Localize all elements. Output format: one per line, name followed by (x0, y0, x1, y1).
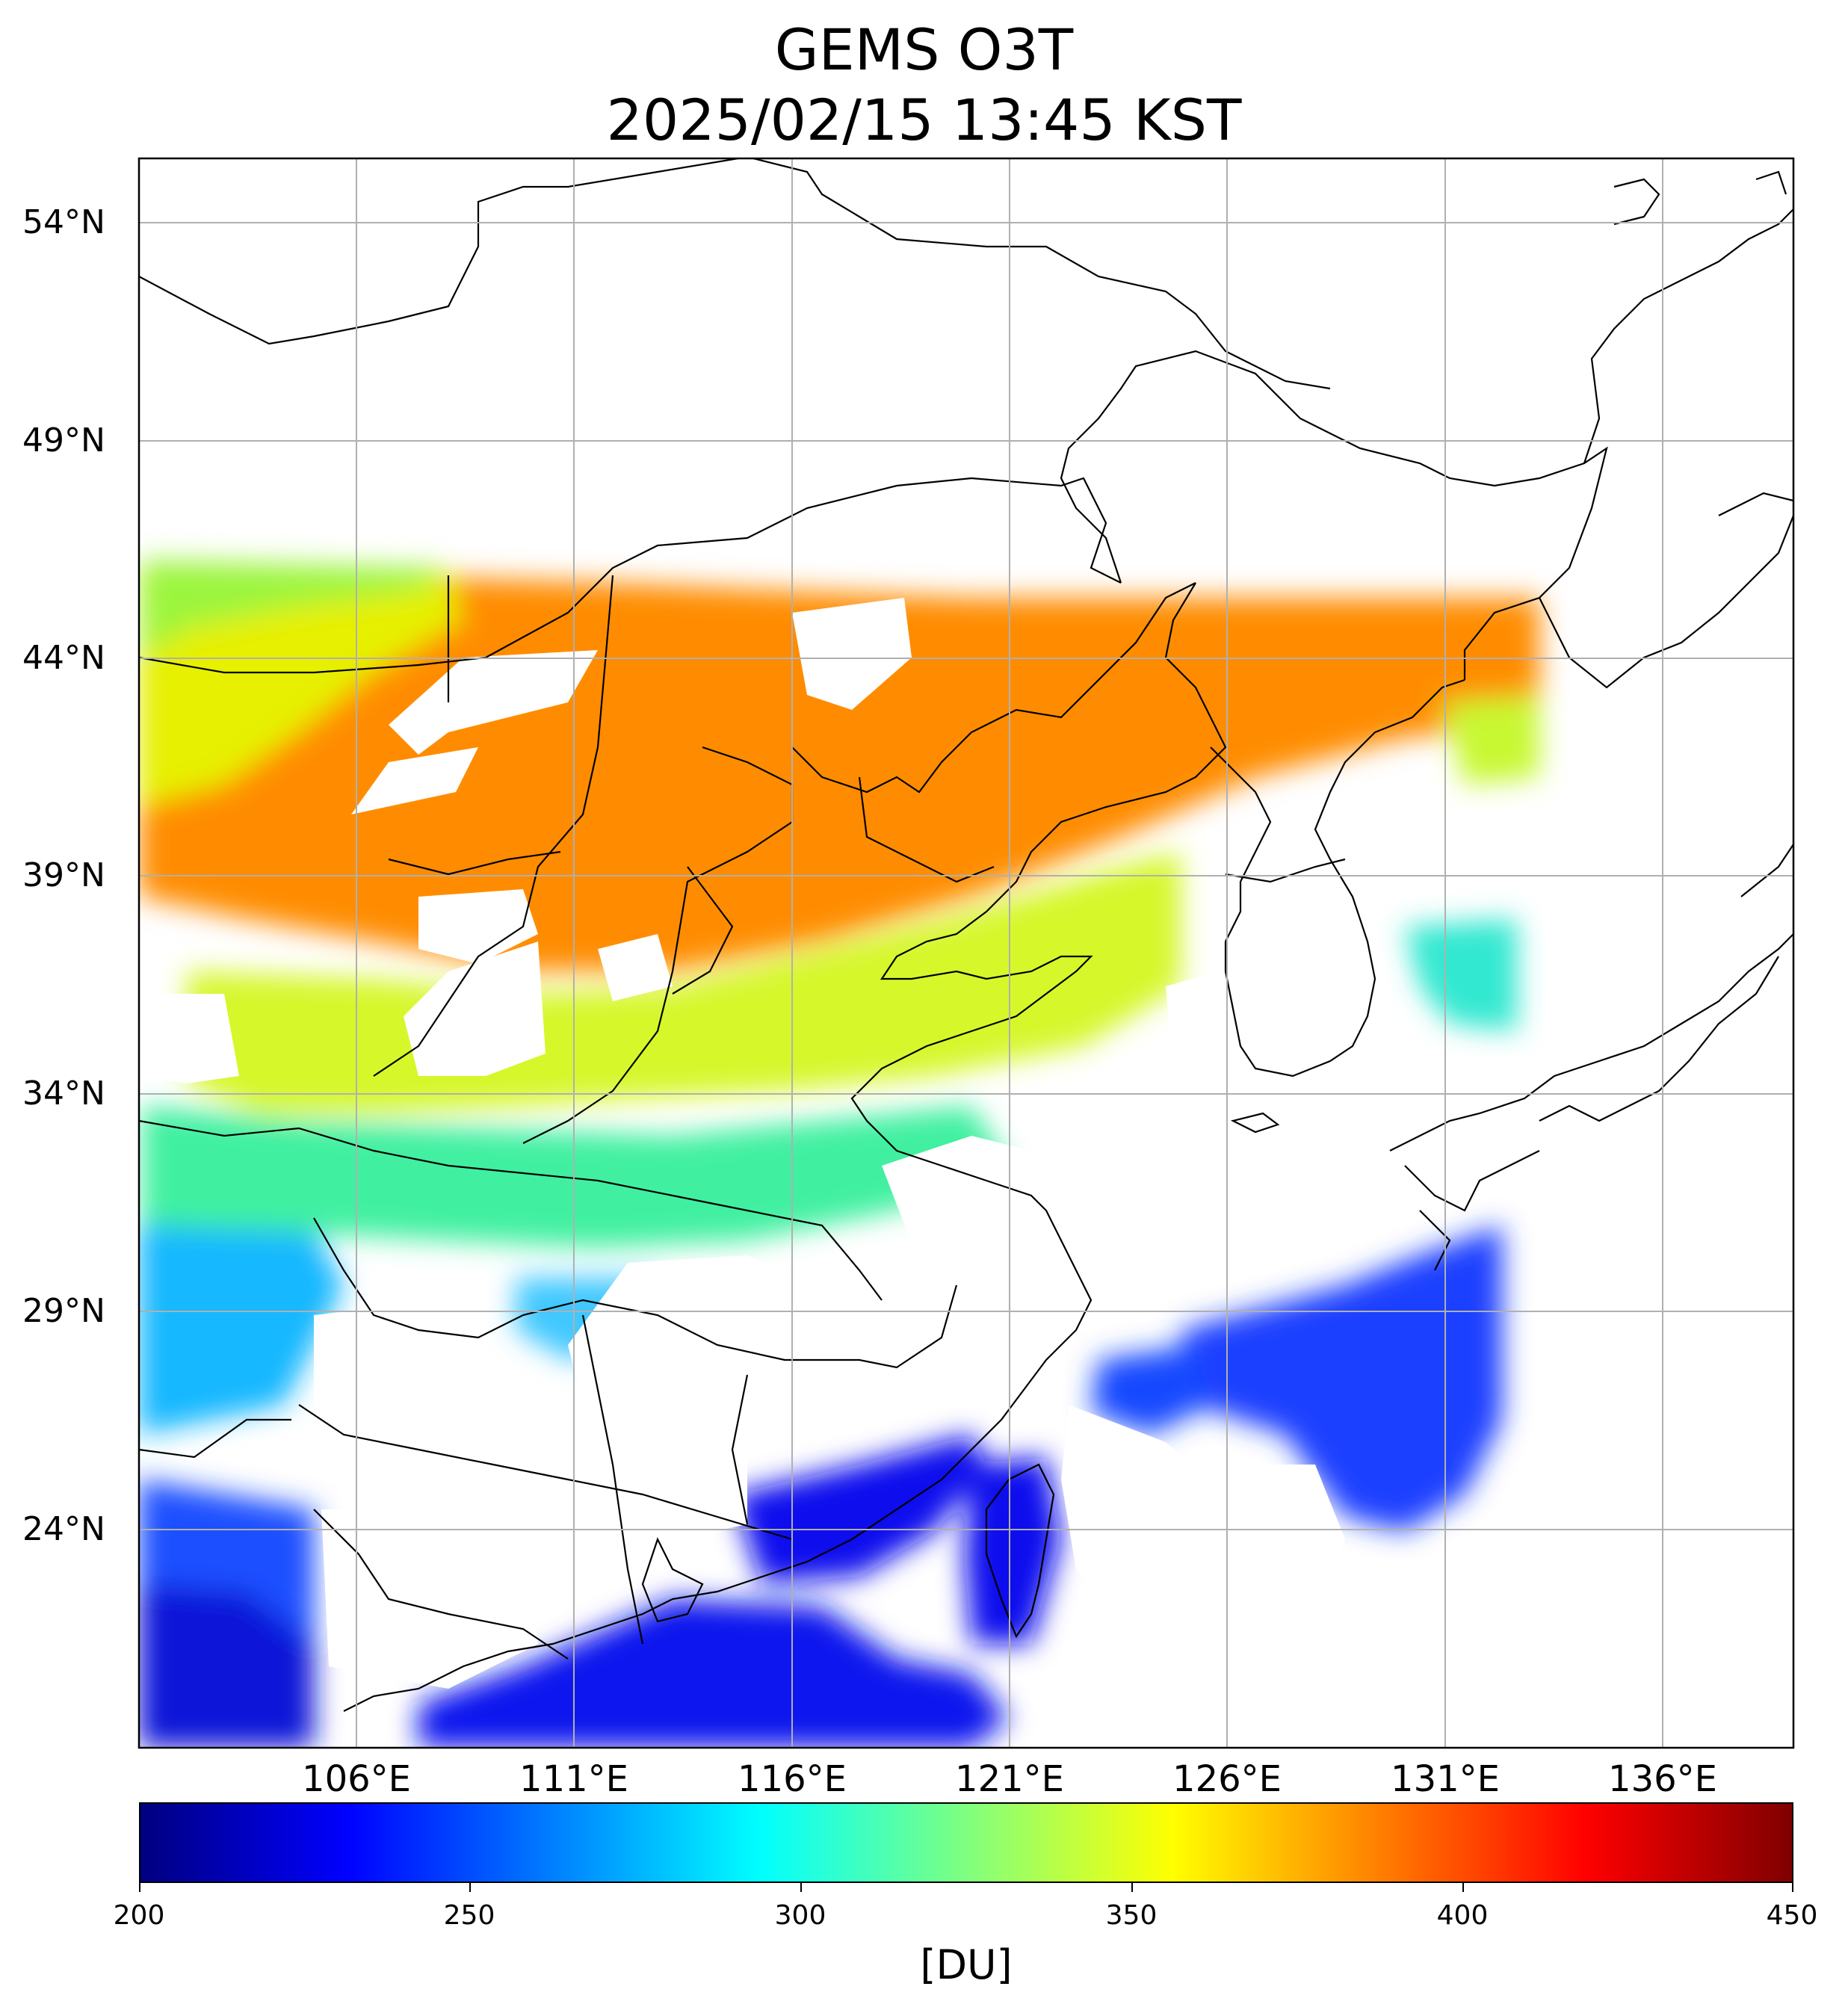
province-lines-central (672, 582, 1196, 995)
graticule (139, 158, 1793, 1748)
korea-dmz (1225, 858, 1346, 883)
map-title: GEMS O3T 2025/02/15 13:45 KST (0, 15, 1848, 155)
lon-label-136e: 136°E (1608, 1758, 1717, 1800)
mongolia-china-border (139, 477, 1122, 674)
lon-label-116e: 116°E (738, 1758, 847, 1800)
lat-label-39n: 39°N (22, 856, 105, 894)
colorbar-tick-300 (800, 1883, 802, 1892)
colorbar-tick-350 (1131, 1883, 1133, 1892)
lat-label-24n: 24°N (22, 1510, 105, 1548)
colorbar-tick-450 (1792, 1883, 1793, 1892)
cloud-gaps (142, 598, 1345, 1748)
lon-label-111e: 111°E (519, 1758, 628, 1800)
ozone-map (137, 157, 1795, 1749)
boundary-lines (139, 158, 1793, 1712)
lon-label-106e: 106°E (302, 1758, 411, 1800)
colorbar-label-250: 250 (443, 1900, 495, 1931)
lat-label-49n: 49°N (22, 421, 105, 460)
colorbar-label-300: 300 (774, 1900, 826, 1931)
ozone-region-west-green (142, 560, 448, 658)
ozone-region-west (139, 568, 463, 807)
title-line-1: GEMS O3T (774, 16, 1074, 83)
coastline-russia-east (1539, 170, 1793, 689)
colorbar-label-450: 450 (1766, 1900, 1818, 1931)
ozone-region-sw (139, 1225, 344, 1435)
china-russia-north-border (1060, 350, 1608, 680)
coastline-china (343, 582, 1227, 1712)
colorbar-tick-250 (469, 1883, 471, 1892)
ozone-region-japan-sea (1442, 695, 1539, 785)
lat-label-29n: 29°N (22, 1292, 105, 1330)
lon-label-126e: 126°E (1172, 1758, 1282, 1800)
colorbar (139, 1802, 1793, 1883)
lon-label-131e: 131°E (1391, 1758, 1500, 1800)
plot-frame (137, 157, 1795, 1749)
colorbar-label-350: 350 (1105, 1900, 1158, 1931)
colorbar-tick-400 (1462, 1883, 1464, 1892)
lat-label-34n: 34°N (22, 1075, 105, 1113)
coastline-korea (1210, 678, 1465, 1077)
coastline-hainan-area (641, 1537, 704, 1623)
ozone-region-south-china (732, 1435, 986, 1584)
ozone-region-south-coast (418, 1599, 1009, 1748)
ozone-region-ecs (1181, 1225, 1502, 1532)
colorbar-label-400: 400 (1436, 1900, 1489, 1931)
ozone-region-south-deep (139, 1584, 314, 1748)
coastline-japan (1389, 492, 1793, 1271)
lat-label-54n: 54°N (22, 203, 105, 241)
colorbar-label-200: 200 (113, 1900, 165, 1931)
ozone-region-ecs2 (1091, 1345, 1211, 1435)
colorbar-unit-label: [DU] (920, 1941, 1013, 1988)
ozone-region-taiwan (964, 1457, 1061, 1644)
jeju-island (1230, 1112, 1280, 1134)
province-lines-north (373, 575, 794, 1144)
lat-label-44n: 44°N (22, 639, 105, 677)
colorbar-tick-200 (139, 1883, 140, 1892)
title-line-2: 2025/02/15 13:45 KST (606, 87, 1242, 153)
lon-label-121e: 121°E (955, 1758, 1064, 1800)
ozone-region-east-cyan (1405, 919, 1517, 1031)
mongolia-russia-border (139, 158, 1331, 390)
province-lines-south (139, 1119, 958, 1660)
coastline-taiwan (985, 1463, 1055, 1639)
